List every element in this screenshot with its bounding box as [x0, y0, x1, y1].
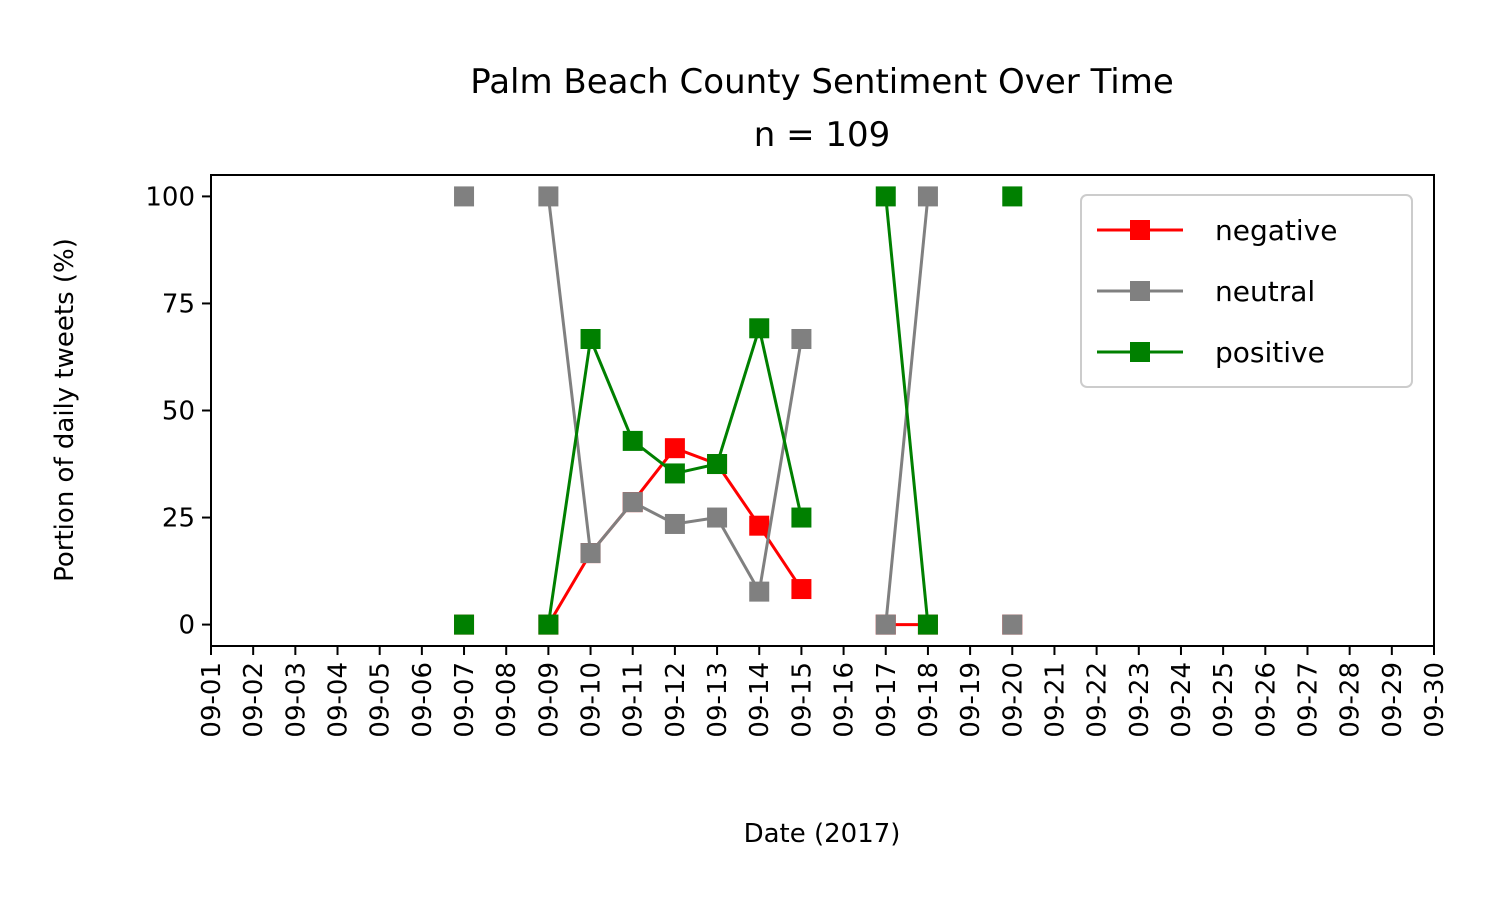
x-tick-label: 09-25 [1209, 662, 1239, 738]
data-point-positive [917, 614, 938, 635]
y-tick-label: 100 [145, 182, 195, 212]
data-point-neutral [749, 581, 770, 602]
series-positive [454, 186, 1023, 635]
x-tick-label: 09-07 [450, 662, 480, 738]
x-tick-label: 09-09 [534, 662, 564, 738]
data-point-positive [580, 328, 601, 349]
x-tick-label: 09-11 [619, 662, 649, 738]
data-point-neutral [1002, 614, 1023, 635]
x-tick-label: 09-18 [914, 662, 944, 738]
legend-marker-neutral [1130, 281, 1150, 301]
data-point-positive [749, 318, 770, 339]
data-point-positive [538, 614, 559, 635]
data-point-positive [791, 507, 812, 528]
series-neutral [454, 186, 1023, 635]
x-tick-label: 09-22 [1083, 662, 1113, 738]
x-tick-label: 09-08 [492, 662, 522, 738]
x-tick-label: 09-05 [366, 662, 396, 738]
chart-title: Palm Beach County Sentiment Over Time [470, 62, 1174, 102]
data-point-neutral [875, 614, 896, 635]
plot-frame [210, 174, 1435, 647]
x-tick-label: 09-01 [197, 662, 227, 738]
x-tick-label: 09-27 [1293, 662, 1323, 738]
data-point-positive [875, 186, 896, 207]
data-point-neutral [538, 186, 559, 207]
x-tick-label: 09-14 [745, 662, 775, 738]
y-tick-label: 50 [162, 397, 195, 427]
x-tick-label: 09-10 [577, 662, 607, 738]
data-point-positive [1002, 186, 1023, 207]
x-tick-label: 09-15 [787, 662, 817, 738]
x-tick-label: 09-28 [1336, 662, 1366, 738]
legend-marker-positive [1130, 342, 1150, 362]
x-axis-label: Date (2017) [744, 819, 901, 849]
y-tick-label: 75 [162, 289, 195, 319]
x-tick-label: 09-20 [998, 662, 1028, 738]
data-point-positive [454, 614, 475, 635]
legend-label-neutral: neutral [1215, 275, 1315, 308]
data-point-neutral [707, 507, 728, 528]
x-tick-label: 09-26 [1251, 662, 1281, 738]
data-point-neutral [791, 328, 812, 349]
x-tick-label: 09-21 [1040, 662, 1070, 738]
x-tick-label: 09-13 [703, 662, 733, 738]
legend-marker-negative [1130, 220, 1150, 240]
data-point-neutral [917, 186, 938, 207]
y-axis-label: Portion of daily tweets (%) [50, 238, 80, 582]
data-point-negative [749, 515, 770, 536]
x-tick-label: 09-04 [324, 662, 354, 738]
legend-box [1080, 194, 1413, 388]
x-tick-label: 09-23 [1125, 662, 1155, 738]
x-tick-label: 09-19 [956, 662, 986, 738]
data-point-positive [707, 454, 728, 475]
x-tick-label: 09-03 [281, 662, 311, 738]
x-tick-label: 09-17 [872, 662, 902, 738]
legend-label-negative: negative [1215, 214, 1337, 247]
x-tick-label: 09-24 [1167, 662, 1197, 738]
x-tick-label: 09-02 [239, 662, 269, 738]
data-point-neutral [664, 513, 685, 534]
data-point-positive [622, 430, 643, 451]
y-tick-label: 25 [162, 504, 195, 534]
legend: negative neutral positive [1080, 194, 1413, 388]
data-point-positive [664, 463, 685, 484]
legend-label-positive: positive [1215, 336, 1325, 369]
x-tick-label: 09-06 [408, 662, 438, 738]
plot-area [454, 186, 1023, 635]
y-tick-label: 0 [178, 611, 195, 641]
chart-subtitle: n = 109 [754, 115, 891, 155]
data-point-neutral [622, 492, 643, 513]
x-tick-label: 09-29 [1378, 662, 1408, 738]
series-line-positive [884, 196, 930, 625]
series-negative [454, 438, 1023, 635]
data-point-negative [791, 579, 812, 600]
data-point-negative [664, 438, 685, 459]
x-tick-label: 09-12 [661, 662, 691, 738]
x-tick-label: 09-16 [830, 662, 860, 738]
data-point-neutral [454, 186, 475, 207]
data-point-neutral [580, 543, 601, 564]
axes-ticks: 0 25 50 75 100 09-01 09-02 09-03 09-04 09-05 09-06… [145, 182, 1450, 737]
x-tick-label: 09-30 [1420, 662, 1450, 738]
